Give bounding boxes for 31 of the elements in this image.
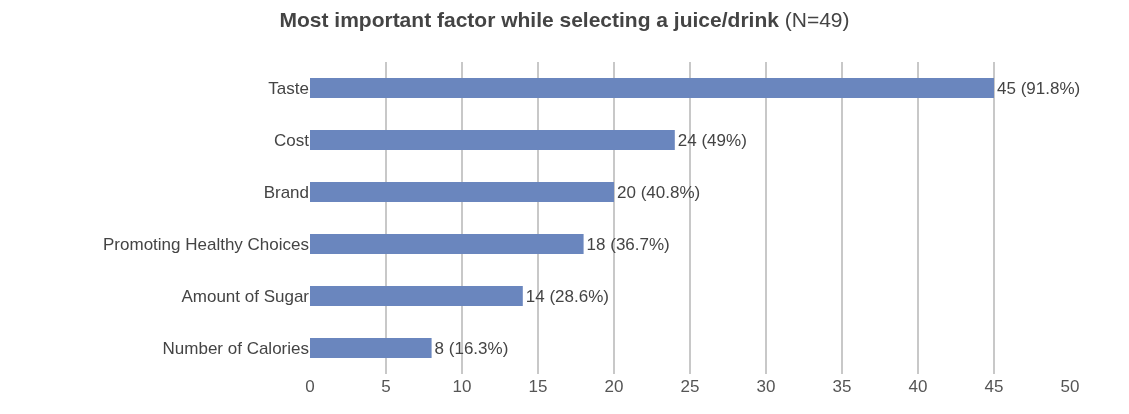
bar <box>310 182 614 202</box>
chart-title: Most important factor while selecting a juice/drink <box>279 8 780 32</box>
y-tick-label: Number of Calories <box>162 338 309 358</box>
bar <box>310 130 675 150</box>
data-label: 18 (36.7%) <box>586 234 670 254</box>
bar <box>310 234 584 254</box>
data-label: 45 (91.8%) <box>997 78 1081 98</box>
x-tick-label: 20 <box>604 377 624 396</box>
x-tick-label: 40 <box>908 377 928 396</box>
x-tick-label: 15 <box>528 377 548 396</box>
x-tick-label: 0 <box>305 377 315 396</box>
y-tick-label: Cost <box>274 130 310 150</box>
bar <box>310 78 994 98</box>
bar <box>310 338 432 358</box>
data-label: 8 (16.3%) <box>434 338 509 358</box>
x-tick-label: 30 <box>756 377 776 396</box>
x-tick-label: 5 <box>381 377 391 396</box>
x-tick-label: 45 <box>984 377 1004 396</box>
x-tick-label: 35 <box>832 377 852 396</box>
x-tick-label: 10 <box>452 377 472 396</box>
data-label: 24 (49%) <box>677 130 747 150</box>
y-tick-label: Brand <box>263 182 309 202</box>
chart-subtitle: (N=49) <box>784 8 850 32</box>
bar <box>310 286 523 306</box>
x-tick-label: 25 <box>680 377 700 396</box>
data-label: 14 (28.6%) <box>525 286 609 306</box>
y-tick-label: Promoting Healthy Choices <box>103 234 309 254</box>
x-tick-label: 50 <box>1060 377 1080 396</box>
y-tick-label: Taste <box>268 78 309 98</box>
y-tick-label: Amount of Sugar <box>181 286 310 306</box>
data-label: 20 (40.8%) <box>617 182 701 202</box>
